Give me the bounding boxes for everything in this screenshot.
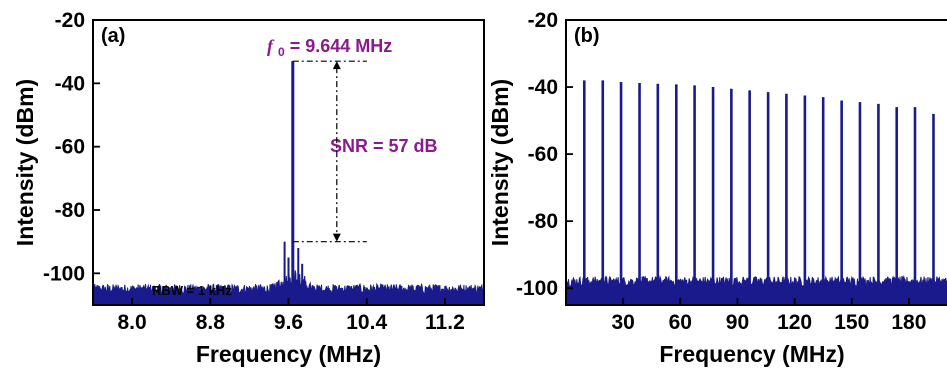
panel-b-x-tick-label: 90 [726, 311, 749, 334]
panel-a: 8.0 8.8 9.6 10.4 11.2 -100 -80 -60 -40 -20 (a) Fr… [12, 9, 485, 367]
rbw-annotation: RBW = 1 kHz [152, 283, 232, 298]
panel-b-x-tick-label: 180 [891, 311, 926, 334]
panel-a-ticks: 8.0 8.8 9.6 10.4 11.2 -100 -80 -60 -40 -20 [43, 9, 465, 334]
panel-a-y-tick-label: -60 [55, 136, 85, 159]
panel-b-x-tick-label: 150 [834, 311, 869, 334]
panel-a-y-tick-label: -40 [55, 72, 85, 95]
panel-b-y-tick-label: -100 [516, 277, 558, 300]
panel-b-y-tick-label: -20 [528, 9, 558, 32]
panel-b-y-axis-title: Intensity (dBm) [487, 79, 513, 246]
panel-b-noise-floor [565, 274, 947, 306]
panel-a-x-tick-label: 11.2 [425, 311, 465, 334]
panel-b-ticks: 30 60 90 120 150 180 -100 -80 -60 -40 -20 [516, 9, 926, 334]
panel-b-plot-frame [565, 19, 947, 306]
panel-b-x-tick-label: 60 [669, 311, 692, 334]
panel-a-x-tick-label: 8.0 [117, 311, 146, 334]
panel-b-axes [565, 19, 947, 306]
panel-b-y-tick-label: -80 [528, 210, 558, 233]
panel-b-x-tick-label: 120 [777, 311, 812, 334]
panel-b-x-tick-label: 30 [611, 311, 634, 334]
panel-b-x-axis-title: Frequency (MHz) [659, 341, 844, 367]
panel-a-trace [92, 61, 485, 306]
panel-a-y-tick-label: -20 [55, 9, 85, 32]
snr-annotation: SNR = 57 dB [330, 136, 438, 156]
peak-label-subscript: 0 [278, 45, 285, 59]
panel-a-y-tick-label: -80 [55, 199, 85, 222]
panel-b-label: (b) [574, 25, 600, 47]
panel-a-label: (a) [101, 25, 125, 47]
panel-b: 30 60 90 120 150 180 -100 -80 -60 -40 -20 (b) Freq… [487, 9, 947, 367]
snr-arrow-head-up [332, 61, 341, 70]
panel-a-x-tick-label: 8.8 [196, 311, 226, 334]
peak-frequency-annotation: f 0 = 9.644 MHz [267, 36, 392, 60]
peak-label-value: = 9.644 MHz [290, 36, 393, 56]
panel-b-y-tick-label: -40 [528, 76, 558, 99]
panel-a-x-tick-label: 10.4 [346, 311, 387, 334]
snr-arrow-head-down [332, 233, 341, 242]
panel-a-x-axis-title: Frequency (MHz) [196, 341, 381, 367]
panel-a-annotations: f 0 = 9.644 MHz SNR = 57 dB RBW = 1 kHz [152, 36, 438, 298]
panel-a-x-tick-label: 9.6 [274, 311, 303, 334]
panel-b-trace [565, 80, 947, 306]
panel-a-y-tick-label: -100 [43, 262, 85, 285]
panel-b-y-tick-label: -60 [528, 143, 558, 166]
peak-label-symbol: f [267, 36, 275, 56]
panel-a-y-axis-title: Intensity (dBm) [12, 79, 38, 246]
